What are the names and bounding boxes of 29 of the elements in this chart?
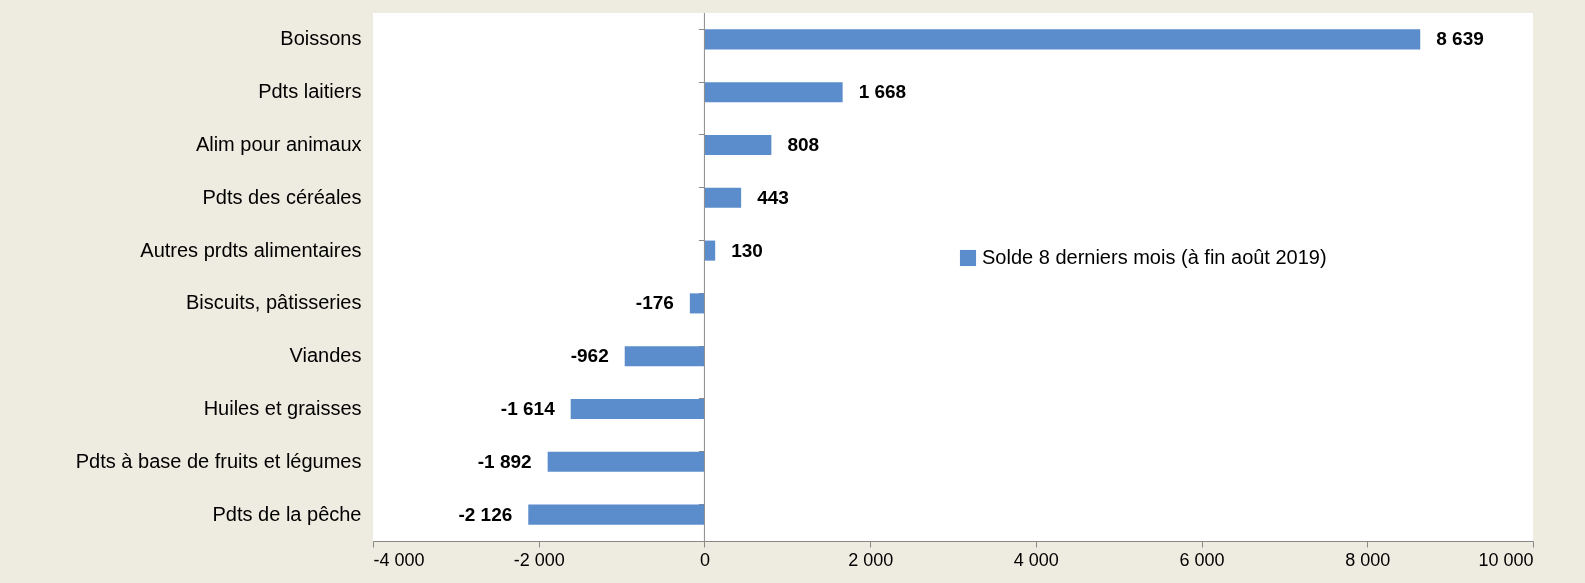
y-tick-label: Alim pour animaux — [195, 133, 362, 155]
y-tick-label: Pdts laitiers — [258, 80, 362, 103]
data-label: 443 — [757, 186, 789, 208]
y-tick-label: Pdts de la pêche — [212, 502, 362, 525]
y-tick-label: Pdts à base de fruits et légumes — [75, 449, 362, 472]
x-tick-label: 4 000 — [1013, 549, 1059, 570]
y-tick-label: Biscuits, pâtisseries — [185, 291, 362, 314]
y-tick-label: Huiles et graisses — [203, 397, 362, 419]
data-label: 1 668 — [858, 81, 907, 103]
data-label: 8 639 — [1436, 28, 1484, 50]
x-tick-label: 8 000 — [1345, 549, 1391, 570]
y-tick-label: Autres prdts alimentaires — [140, 238, 362, 261]
data-label: -962 — [570, 345, 609, 367]
y-tick-label: Pdts des céréales — [202, 185, 362, 208]
x-tick-label: 10 000 — [1478, 549, 1534, 570]
x-tick-label: 6 000 — [1179, 549, 1225, 570]
data-label: -1 892 — [477, 450, 532, 472]
x-tick-label: -4 000 — [373, 549, 425, 570]
y-tick-label: Viandes — [289, 344, 362, 367]
data-label: 130 — [731, 239, 763, 261]
data-label: 808 — [787, 134, 820, 155]
legend-label: Solde 8 derniers mois (à fin août 2019) — [982, 246, 1327, 268]
y-tick-label: Boissons — [280, 27, 362, 50]
data-label: -2 126 — [458, 503, 513, 525]
x-tick-label: -2 000 — [513, 549, 565, 570]
data-label: -1 614 — [500, 398, 556, 419]
x-tick-label: 2 000 — [848, 549, 894, 570]
data-label: -176 — [635, 292, 674, 314]
x-tick-label: 0 — [699, 549, 710, 570]
